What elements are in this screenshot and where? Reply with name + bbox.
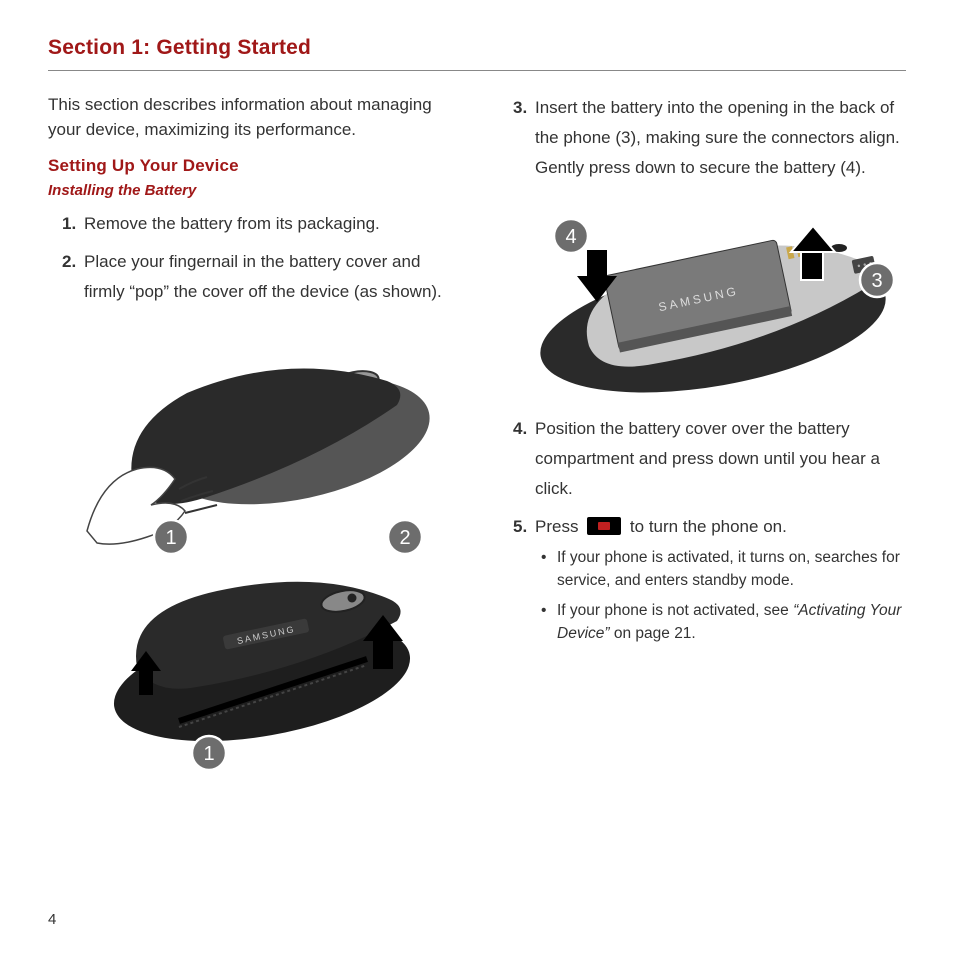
figure-1-svg: 1 2 SAMSUNG [67,321,437,781]
bullet-prefix: If your phone is not activated, see [557,602,793,619]
callout-2: 2 [388,520,422,554]
figure-2-battery-insert: SAMSUNG 4 [499,196,906,406]
step-text: Insert the battery into the opening in t… [535,93,906,182]
bullet-dot-icon: • [541,600,557,645]
svg-text:1: 1 [165,527,176,549]
svg-text:3: 3 [871,270,882,292]
bullet-text: If your phone is not activated, see “Act… [557,600,906,645]
step-2: 2. Place your fingernail in the battery … [48,247,455,307]
right-column: 3. Insert the battery into the opening i… [499,93,906,789]
press-label: Press [535,517,583,536]
step-number: 5. [499,512,535,654]
step-number: 2. [48,247,84,307]
bullet-not-activated: • If your phone is not activated, see “A… [541,600,906,645]
step-text: Position the battery cover over the batt… [535,414,906,503]
step-number: 3. [499,93,535,182]
step-5: 5. Press to turn the phone on. • If your… [499,512,906,654]
step-text: Place your fingernail in the battery cov… [84,247,455,307]
power-end-key-icon [587,517,621,535]
callout-1-lower: 1 [192,736,226,770]
left-column: This section describes information about… [48,93,455,789]
step-4: 4. Position the battery cover over the b… [499,414,906,503]
two-column-layout: This section describes information about… [48,93,906,789]
page-number: 4 [48,911,56,928]
bullet-activated: • If your phone is activated, it turns o… [541,547,906,592]
bullet-suffix: on page 21. [610,625,696,642]
press-rest: to turn the phone on. [630,517,787,536]
bullet-dot-icon: • [541,547,557,592]
svg-text:1: 1 [203,743,214,765]
figure-2-svg: SAMSUNG 4 [503,196,903,406]
callout-3: 3 [860,263,894,297]
step-text: Press to turn the phone on. • If your ph… [535,512,906,654]
svg-text:2: 2 [399,527,410,549]
section-title: Section 1: Getting Started [48,36,906,71]
step-3: 3. Insert the battery into the opening i… [499,93,906,182]
sub-bullets: • If your phone is activated, it turns o… [535,547,906,645]
heading-setting-up: Setting Up Your Device [48,156,455,176]
callout-4: 4 [554,219,588,253]
bullet-text: If your phone is activated, it turns on,… [557,547,906,592]
step-1: 1. Remove the battery from its packaging… [48,209,455,239]
callout-1-upper: 1 [154,520,188,554]
figure-1-cover-removal: 1 2 SAMSUNG [48,321,455,781]
svg-text:4: 4 [565,226,576,248]
intro-paragraph: This section describes information about… [48,93,455,142]
step-number: 1. [48,209,84,239]
step-text: Remove the battery from its packaging. [84,209,455,239]
heading-installing-battery: Installing the Battery [48,182,455,199]
step-number: 4. [499,414,535,503]
